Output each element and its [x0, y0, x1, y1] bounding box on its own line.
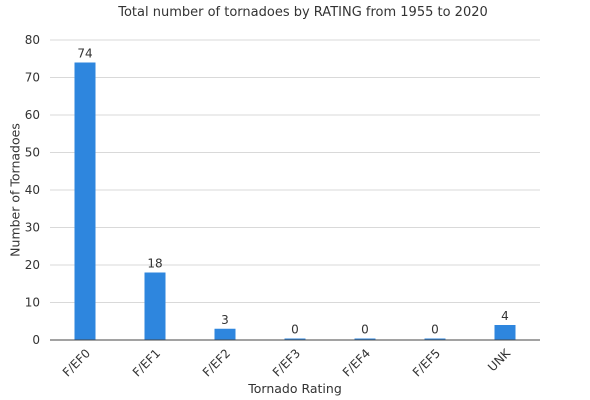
y-tick-label: 20 [25, 258, 40, 272]
data-label: 74 [77, 47, 92, 61]
bars [74, 62, 516, 341]
y-tick-label: 10 [25, 296, 40, 310]
y-tick-label: 30 [25, 221, 40, 235]
data-label: 3 [221, 313, 229, 327]
data-label: 0 [291, 323, 299, 337]
chart-title: Total number of tornadoes by RATING from… [117, 5, 488, 20]
bar[interactable] [284, 338, 306, 341]
bar[interactable] [144, 272, 166, 341]
y-tick-label: 70 [25, 71, 40, 85]
y-tick-label: 60 [25, 108, 40, 122]
bar[interactable] [424, 338, 446, 341]
bar[interactable] [214, 328, 236, 340]
x-tick-label: UNK [485, 345, 514, 374]
y-axis-ticks: 0 10 20 30 40 50 60 70 80 [25, 33, 40, 347]
x-axis-ticks: F/EF0 F/EF1 F/EF2 F/EF3 F/EF4 F/EF5 UNK [60, 345, 514, 379]
x-tick-label: F/EF0 [60, 346, 93, 379]
data-labels: 74 18 3 0 0 0 4 [77, 47, 508, 337]
data-label: 4 [501, 309, 509, 323]
y-axis-label: Number of Tornadoes [7, 123, 22, 257]
x-tick-label: F/EF2 [200, 346, 233, 379]
x-tick-label: F/EF1 [130, 346, 163, 379]
bar[interactable] [74, 62, 96, 341]
y-tick-label: 50 [25, 146, 40, 160]
data-label: 0 [361, 323, 369, 337]
bar[interactable] [494, 325, 516, 340]
y-tick-label: 40 [25, 183, 40, 197]
x-tick-label: F/EF5 [410, 346, 443, 379]
x-tick-label: F/EF3 [270, 346, 303, 379]
x-tick-label: F/EF4 [340, 346, 373, 379]
x-axis-label: Tornado Rating [247, 381, 342, 396]
data-label: 0 [431, 323, 439, 337]
y-tick-label: 80 [25, 33, 40, 47]
y-tick-label: 0 [32, 333, 40, 347]
bar[interactable] [354, 338, 376, 341]
data-label: 18 [147, 257, 162, 271]
gridlines [50, 39, 540, 303]
